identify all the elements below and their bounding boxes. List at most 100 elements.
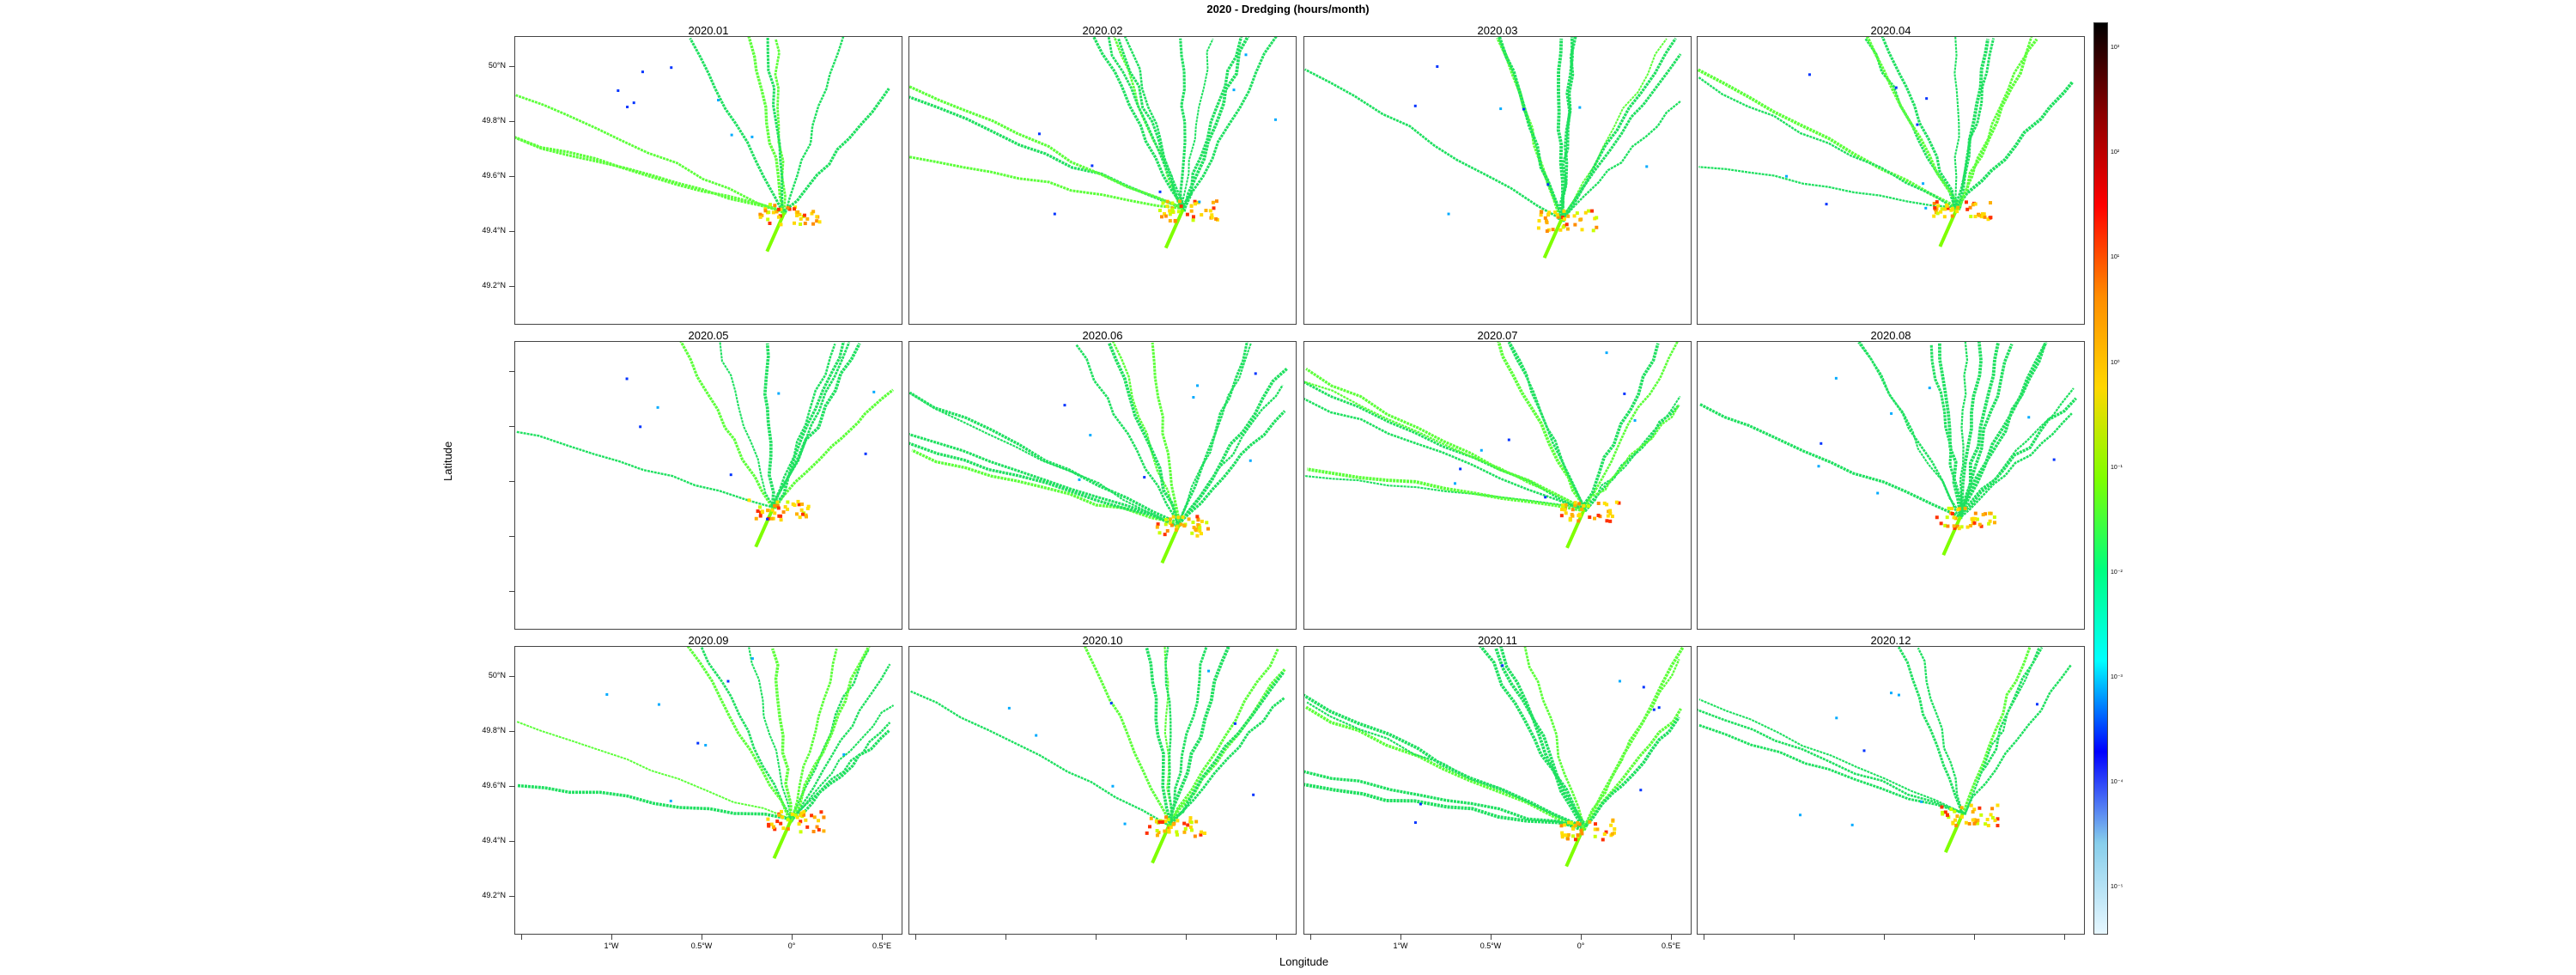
activity-cell	[793, 221, 796, 225]
activity-cell	[779, 207, 783, 211]
activity-cell	[1212, 206, 1216, 210]
activity-cell	[817, 827, 821, 832]
latitude-label: 49.8°N	[482, 726, 506, 734]
activity-cell	[1145, 831, 1149, 835]
vessel-track	[788, 729, 890, 820]
vessel-track	[782, 88, 890, 212]
vessel-track	[1698, 723, 1965, 815]
activity-cell	[1982, 212, 1986, 216]
vessel-track	[1581, 708, 1682, 829]
activity-cell	[1973, 511, 1978, 515]
activity-cell	[1932, 201, 1936, 205]
activity-cell	[1611, 818, 1615, 822]
panel-title: 2020.06	[1082, 329, 1123, 342]
activity-cell	[1593, 216, 1597, 221]
colorbar-label: 10⁻¹	[2111, 465, 2123, 471]
vessel-track	[790, 663, 891, 822]
activity-cell	[1551, 228, 1555, 232]
activity-cell	[1163, 522, 1168, 527]
activity-cell	[783, 505, 787, 509]
activity-cell	[1971, 810, 1975, 814]
activity-cell	[802, 810, 806, 814]
activity-cell	[750, 135, 754, 138]
activity-cell	[1564, 833, 1568, 838]
activity-cell	[1156, 522, 1160, 527]
activity-cell	[1199, 832, 1203, 837]
x-tick	[1096, 935, 1097, 940]
activity-cell	[1186, 823, 1190, 827]
activity-cell	[1606, 514, 1610, 518]
activity-cell	[1963, 506, 1967, 510]
vessel-track	[1508, 342, 1587, 512]
activity-cell	[1176, 819, 1180, 823]
activity-cell	[605, 692, 609, 696]
activity-cell	[786, 507, 790, 511]
vessel-track	[788, 648, 871, 823]
vessel-track	[1559, 37, 1677, 222]
vessel-track	[1180, 38, 1214, 210]
activity-cell	[1940, 207, 1944, 211]
activity-cell	[1593, 827, 1597, 832]
activity-cell	[1577, 514, 1582, 518]
activity-cell	[1579, 217, 1583, 222]
activity-cell	[2027, 416, 2031, 419]
activity-cell	[1954, 823, 1959, 827]
activity-cell	[1942, 215, 1947, 219]
activity-cell	[1436, 65, 1439, 68]
vessel-track	[679, 342, 775, 510]
activity-cell	[1168, 209, 1172, 213]
activity-cell	[1862, 749, 1866, 753]
activity-cell	[1197, 527, 1201, 532]
activity-cell	[656, 405, 659, 409]
activity-cell	[1835, 716, 1838, 720]
vessel-track	[909, 155, 1184, 210]
activity-cell	[1924, 206, 1928, 210]
vessel-track	[1151, 342, 1182, 523]
activity-cell	[1195, 533, 1200, 538]
activity-cell	[1956, 205, 1960, 210]
activity-cell	[1479, 448, 1483, 452]
activity-cell	[1577, 502, 1582, 506]
latitude-label: 50°N	[488, 671, 506, 679]
activity-cell	[781, 815, 785, 820]
activity-cell	[1985, 818, 1990, 821]
activity-cell	[1545, 229, 1549, 234]
activity-cell	[800, 502, 805, 506]
activity-cell	[1579, 828, 1583, 832]
vessel-track	[1168, 648, 1279, 826]
longitude-label: 0.5°W	[1479, 941, 1502, 950]
activity-cell	[1989, 216, 1993, 220]
activity-cell	[822, 829, 826, 833]
activity-cell	[1957, 527, 1961, 531]
activity-cell	[1580, 507, 1584, 511]
vessel-track	[1581, 343, 1660, 509]
vessel-track	[754, 508, 775, 548]
activity-cell	[1975, 517, 1979, 521]
activity-cell	[769, 516, 774, 521]
activity-cell	[1598, 515, 1602, 519]
activity-cell	[756, 509, 760, 514]
activity-cell	[1605, 503, 1609, 507]
y-tick	[509, 286, 514, 287]
activity-cell	[1188, 816, 1193, 820]
activity-cell	[799, 830, 803, 834]
activity-cell	[1559, 514, 1564, 518]
activity-cell	[1159, 215, 1163, 219]
vessel-track	[1304, 68, 1560, 219]
activity-cell	[1593, 834, 1597, 838]
map-panel	[1697, 36, 2085, 325]
activity-cell	[1593, 516, 1597, 521]
y-tick	[509, 676, 514, 677]
vessel-track	[747, 37, 786, 212]
map-panel	[908, 36, 1297, 325]
latitude-label: 49.6°N	[482, 781, 506, 789]
activity-cell	[1035, 734, 1038, 737]
vessel-track	[1941, 515, 1962, 556]
activity-cell	[1078, 478, 1081, 481]
activity-cell	[767, 210, 771, 215]
activity-cell	[1143, 476, 1146, 479]
activity-cell	[1123, 822, 1127, 826]
vessel-track	[1542, 218, 1564, 259]
activity-cell	[1175, 525, 1179, 529]
activity-cell	[798, 515, 802, 520]
